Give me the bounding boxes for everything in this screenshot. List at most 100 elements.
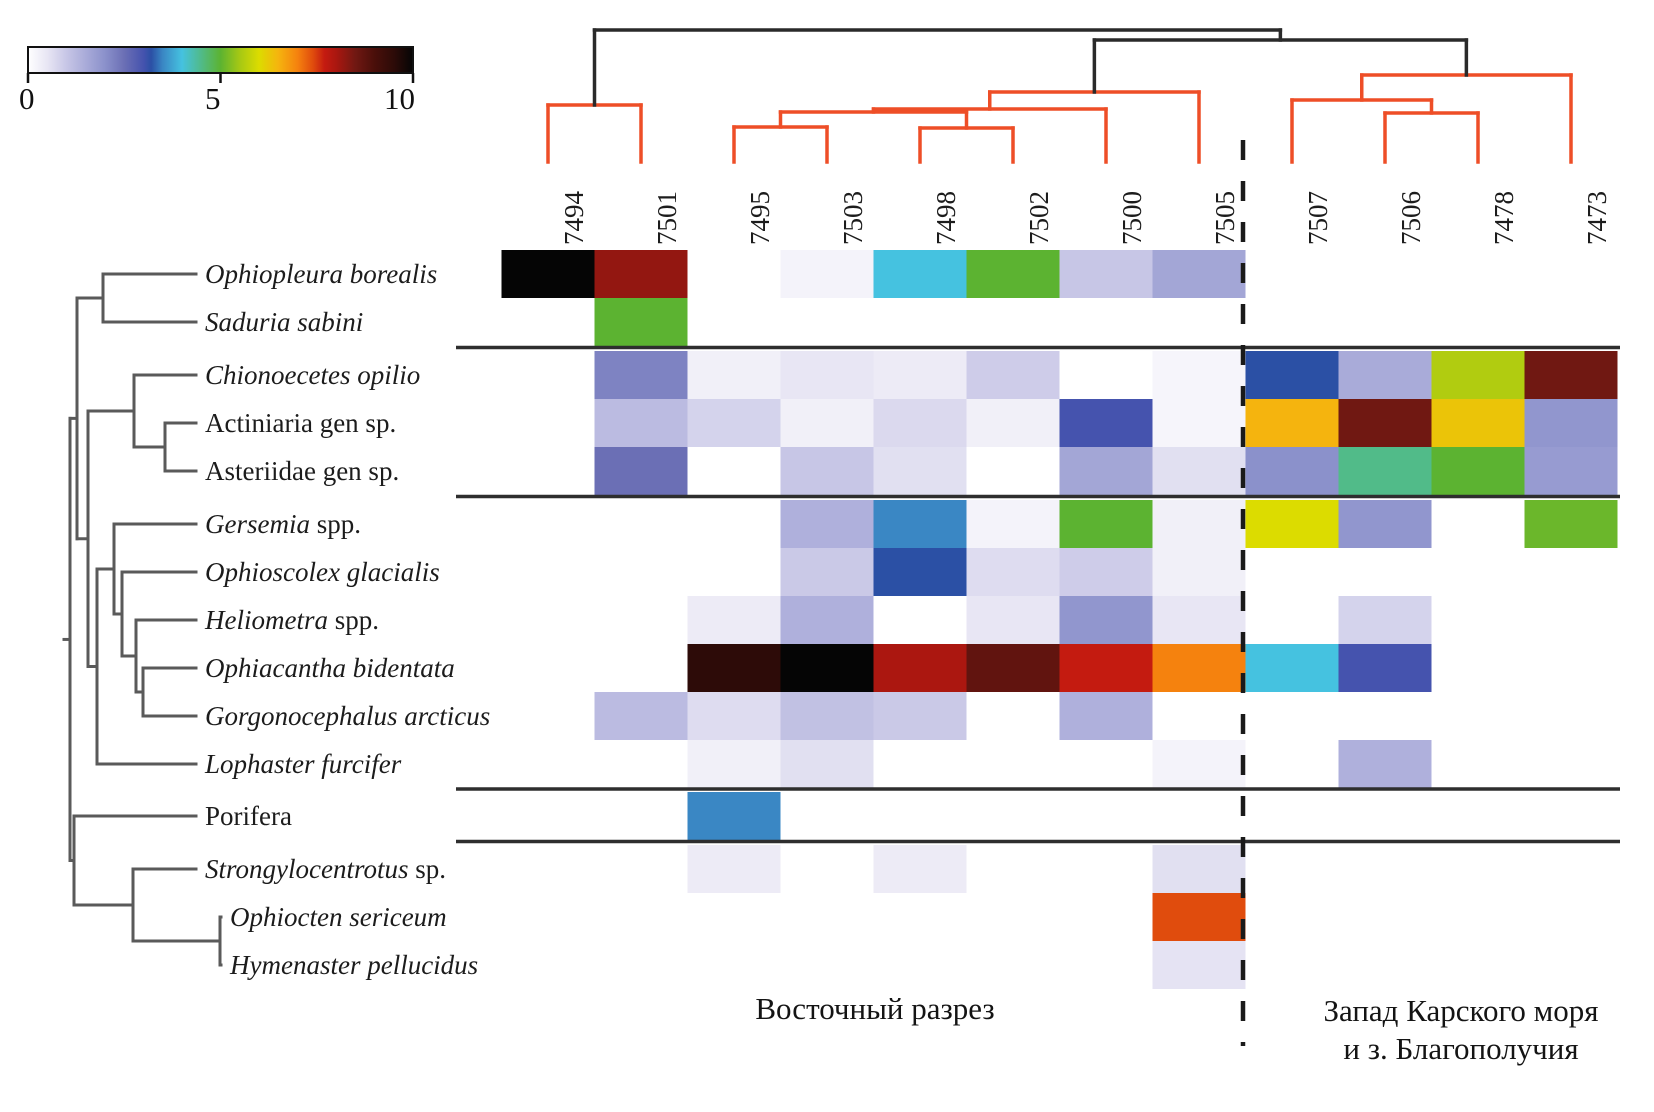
heatmap-cell: [1431, 399, 1525, 447]
caption-east-transect: Восточный разрез: [755, 991, 995, 1026]
row-label-segment: Saduria sabini: [205, 307, 364, 337]
row-label-segment: Lophaster furcifer: [205, 749, 402, 779]
row-label-segment: Ophiocten sericeum: [230, 902, 447, 932]
heatmap-cell: [1152, 941, 1246, 989]
row-label: Ophioscolex glacialis: [205, 555, 440, 589]
column-header: 7498: [931, 191, 961, 245]
heatmap-cell: [1059, 596, 1153, 644]
group-separator-line: [456, 494, 1620, 499]
column-header: 7501: [652, 191, 682, 245]
heatmap-cell: [1245, 500, 1339, 548]
row-label-segment: Gersemia: [205, 509, 310, 539]
row-label-segment: spp.: [309, 509, 361, 539]
column-header: 7503: [838, 191, 868, 245]
heatmap-cell: [1059, 692, 1153, 740]
heatmap-cell: [1059, 250, 1153, 298]
row-label-segment: Chionoecetes opilio: [205, 360, 421, 390]
heatmap-cell: [1059, 500, 1153, 548]
heatmap-cell: [1152, 500, 1246, 548]
heatmap-cell: [966, 596, 1060, 644]
heatmap-cell: [1338, 644, 1432, 692]
heatmap-cell: [1152, 447, 1246, 495]
caption-west-kara-line1: Запад Карского моря: [1323, 993, 1599, 1028]
heatmap-cell: [501, 250, 595, 298]
heatmap-cell: [1152, 845, 1246, 893]
column-header: 7494: [559, 191, 589, 245]
heatmap-cell: [966, 548, 1060, 596]
caption-west-kara-line2: и з. Благополучия: [1343, 1031, 1579, 1066]
heatmap-cell: [1524, 447, 1618, 495]
heatmap-cell: [873, 447, 967, 495]
column-header: 7506: [1396, 191, 1426, 245]
heatmap-cell: [687, 399, 781, 447]
column-header: 7500: [1117, 191, 1147, 245]
heatmap-cell: [687, 692, 781, 740]
row-label: Gorgonocephalus arcticus: [205, 699, 490, 733]
heatmap-cell: [1152, 250, 1246, 298]
heatmap-cell: [1059, 644, 1153, 692]
heatmap-cell: [1338, 399, 1432, 447]
heatmap-cell: [1524, 500, 1618, 548]
heatmap-cell: [1152, 893, 1246, 941]
heatmap-cell: [966, 644, 1060, 692]
heatmap-cell: [594, 447, 688, 495]
heatmap-cell: [966, 250, 1060, 298]
heatmap-cell: [780, 399, 874, 447]
row-label-segment: Hymenaster pellucidus: [230, 950, 479, 980]
row-label-segment: spp.: [327, 605, 379, 635]
heatmap-cell: [873, 644, 967, 692]
row-label-segment: Actiniaria gen sp.: [205, 408, 397, 438]
heatmap-cell: [873, 845, 967, 893]
column-header: 7478: [1489, 191, 1519, 245]
heatmap-cell: [780, 740, 874, 788]
heatmap-cell: [1059, 447, 1153, 495]
heatmap-cell: [873, 692, 967, 740]
heatmap-cell: [966, 351, 1060, 399]
row-label-segment: Ophioscolex glacialis: [205, 557, 440, 587]
column-header: 7507: [1303, 191, 1333, 245]
row-label: Heliometra spp.: [205, 603, 379, 637]
row-label-segment: Porifera: [205, 801, 292, 831]
row-label: Ophiacantha bidentata: [205, 651, 455, 685]
row-label-segment: Heliometra: [205, 605, 328, 635]
heatmap-cell: [1524, 351, 1618, 399]
heatmap-cell: [1152, 596, 1246, 644]
heatmap-cell: [780, 250, 874, 298]
heatmap-cell: [1152, 548, 1246, 596]
heatmap-cell: [966, 399, 1060, 447]
group-separator-line: [456, 787, 1620, 791]
heatmap-cell: [594, 298, 688, 346]
heatmap-cell: [873, 500, 967, 548]
row-label: Asteriidae gen sp.: [205, 454, 399, 488]
row-label-segment: Asteriidae gen sp.: [205, 456, 400, 486]
heatmap-cell: [1338, 500, 1432, 548]
group-separator-line: [456, 839, 1620, 844]
heatmap-cell: [1338, 447, 1432, 495]
heatmap-cell: [966, 500, 1060, 548]
column-header: 7495: [745, 191, 775, 245]
row-label: Ophiopleura borealis: [205, 257, 437, 291]
heatmap-cell: [687, 596, 781, 644]
legend-colorbar: [27, 46, 414, 74]
row-label: Lophaster furcifer: [205, 747, 401, 781]
row-label-segment: Ophiopleura borealis: [205, 259, 438, 289]
heatmap-cell: [594, 250, 688, 298]
heatmap-cell: [780, 596, 874, 644]
heatmap-cell: [687, 351, 781, 399]
heatmap-cell: [780, 692, 874, 740]
legend-tick-10: 10: [384, 81, 415, 116]
row-label: Saduria sabini: [205, 305, 363, 339]
heatmap-cell: [1338, 351, 1432, 399]
column-header: 7505: [1210, 191, 1240, 245]
legend-tick-0: 0: [19, 81, 35, 116]
row-label-segment: sp.: [408, 854, 446, 884]
row-label: Chionoecetes opilio: [205, 358, 420, 392]
heatmap-cell: [687, 792, 781, 840]
heatmap-cell: [1245, 351, 1339, 399]
heatmap-cell: [1059, 548, 1153, 596]
heatmap-cell: [873, 548, 967, 596]
legend-tick-5: 5: [205, 81, 221, 116]
row-label: Gersemia spp.: [205, 507, 361, 541]
heatmap-cell: [594, 692, 688, 740]
